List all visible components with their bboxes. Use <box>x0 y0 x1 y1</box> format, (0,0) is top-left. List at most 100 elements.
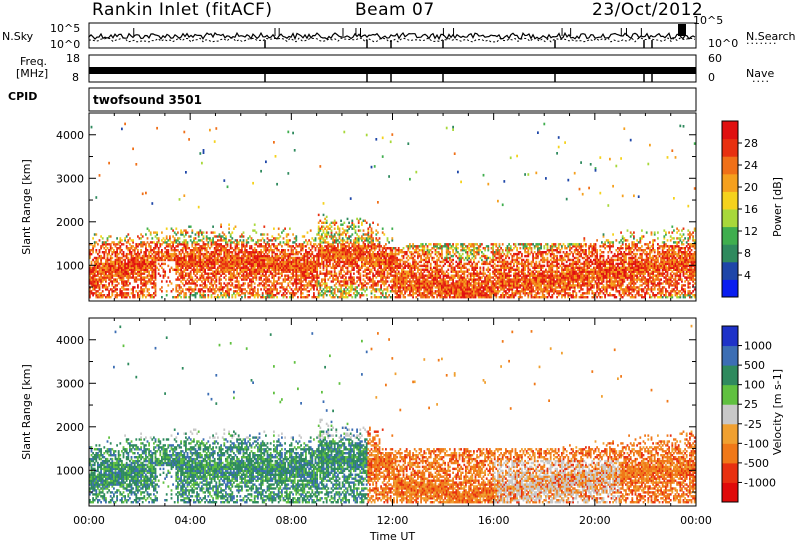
power-cell <box>271 290 274 293</box>
power-cell <box>161 243 163 246</box>
power-cell <box>298 266 301 269</box>
power-cell <box>225 274 227 277</box>
power-cell <box>410 284 413 287</box>
power-cell <box>108 272 110 275</box>
power-cell <box>412 272 414 275</box>
power-cell <box>385 243 387 246</box>
power-cell <box>367 260 370 264</box>
power-cell <box>111 272 114 275</box>
power-cell <box>303 266 306 269</box>
power-cell <box>311 270 314 273</box>
power-cell <box>101 256 104 260</box>
power-cell <box>108 235 110 238</box>
power-cell <box>381 252 384 256</box>
power-cell <box>439 270 442 273</box>
power-cell <box>250 258 253 262</box>
power-cell <box>202 260 205 264</box>
power-cell <box>357 229 360 232</box>
power-cell <box>346 256 349 260</box>
power-cell <box>309 268 312 271</box>
power-cell <box>372 252 374 256</box>
power-cell <box>258 258 261 262</box>
power-cell <box>407 264 410 268</box>
power-cell <box>346 241 349 244</box>
power-cell <box>106 294 109 297</box>
power-cell <box>233 272 235 275</box>
power-cell <box>189 258 192 262</box>
power-cell <box>108 278 110 281</box>
power-cell <box>338 284 341 287</box>
power-cell <box>357 219 360 222</box>
power-cell <box>167 245 170 248</box>
power-cell <box>205 278 208 281</box>
power-cell <box>375 264 378 268</box>
power-cell <box>194 256 197 260</box>
power-cell <box>145 258 147 262</box>
power-cell <box>425 296 427 299</box>
power-cell <box>425 284 427 287</box>
power-cell <box>309 288 312 291</box>
power-cell <box>223 276 226 279</box>
power-cell <box>423 288 426 291</box>
power-cell <box>111 260 114 264</box>
power-cell <box>103 284 106 287</box>
power-cell <box>138 290 141 293</box>
power-cell <box>396 266 398 269</box>
power-cell <box>460 284 462 287</box>
power-cell <box>444 262 446 266</box>
power-cell <box>143 243 146 246</box>
power-cell <box>378 260 381 264</box>
power-cell <box>380 270 382 273</box>
power-cell <box>153 282 155 285</box>
power-cell <box>364 258 366 262</box>
power-cell <box>268 268 270 271</box>
power-cell <box>217 256 219 260</box>
power-cell <box>330 258 333 262</box>
power-cell <box>212 274 214 277</box>
power-cell <box>333 258 336 262</box>
power-cell <box>253 296 256 299</box>
power-cell <box>253 288 256 291</box>
power-cell <box>332 254 334 258</box>
power-cell <box>151 270 154 273</box>
power-cell <box>306 243 309 246</box>
power-cell <box>346 225 349 228</box>
power-cell <box>381 251 384 254</box>
power-cell <box>138 252 141 256</box>
power-cell <box>309 272 312 275</box>
power-cell <box>188 264 190 268</box>
power-cell <box>418 254 421 258</box>
power-cell <box>420 288 422 291</box>
power-cell <box>353 272 355 275</box>
power-cell <box>444 278 446 281</box>
power-cell <box>255 243 258 246</box>
power-cell <box>205 262 208 266</box>
power-cell <box>311 280 314 283</box>
power-cell <box>223 258 226 262</box>
power-cell <box>260 254 262 258</box>
power-cell <box>124 282 126 285</box>
power-cell <box>325 235 328 238</box>
power-cell <box>295 272 298 275</box>
power-cell <box>117 262 120 266</box>
power-cell <box>282 268 285 271</box>
power-cell <box>247 268 250 271</box>
power-cell <box>373 247 376 250</box>
power-cell <box>132 260 134 264</box>
power-cell <box>106 270 109 273</box>
power-cell <box>460 286 462 289</box>
power-cell <box>125 274 128 277</box>
power-cell <box>391 237 394 240</box>
power-cell <box>210 264 213 268</box>
power-cell <box>189 270 192 273</box>
power-cell <box>284 274 286 277</box>
power-cell <box>346 268 349 271</box>
power-cell <box>116 247 118 250</box>
power-cell <box>431 256 434 260</box>
power-cell <box>100 270 102 273</box>
power-cell <box>388 284 390 287</box>
power-cell <box>367 243 370 246</box>
power-cell <box>194 274 197 277</box>
power-cell <box>413 276 416 279</box>
power-cell <box>375 296 378 299</box>
